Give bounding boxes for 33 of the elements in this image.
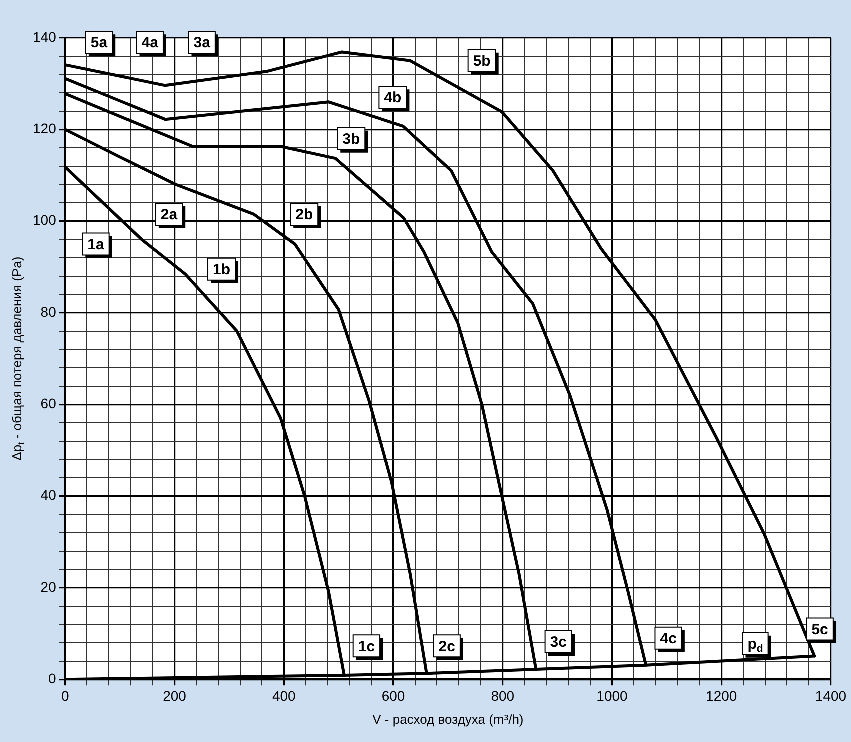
annotation: 4c <box>660 630 677 648</box>
annotation: 2a <box>160 206 178 224</box>
annotation: 5b <box>473 53 491 70</box>
x-tick-label: 400 <box>272 688 296 704</box>
x-tick-label: 1000 <box>596 688 628 704</box>
x-tick-label: 1400 <box>815 688 847 704</box>
y-tick-label: 140 <box>33 28 57 45</box>
annotation: 3b <box>342 130 360 148</box>
x-tick-label: 600 <box>382 688 406 704</box>
y-axis-title: Δpt - общая потеря давления (Pa) <box>10 256 26 461</box>
y-tick-label: 60 <box>40 395 57 412</box>
x-tick-label: 1200 <box>706 688 738 704</box>
annotation: 5a <box>90 34 108 52</box>
y-tick-label: 20 <box>40 578 57 595</box>
y-tick-label: 120 <box>33 120 57 137</box>
y-tick-label: 100 <box>33 212 57 228</box>
annotation: 1b <box>213 262 231 279</box>
annotation: 4a <box>142 34 160 52</box>
annotation: 3a <box>194 34 212 52</box>
x-axis-title: V - расход воздуха (m³/h) <box>372 712 524 727</box>
annotation: 5c <box>812 621 828 638</box>
annotation: 1c <box>358 638 376 656</box>
x-tick-label: 200 <box>163 688 187 704</box>
x-tick-label: 0 <box>61 688 70 704</box>
annotation: 3c <box>550 634 567 652</box>
annotation: 1a <box>88 236 105 254</box>
y-tick-label: 80 <box>40 304 57 320</box>
annotation: 2b <box>296 206 314 224</box>
x-tick-label: 800 <box>491 688 515 704</box>
y-tick-label: 0 <box>48 670 57 686</box>
annotation: 4b <box>384 90 402 107</box>
y-tick-label: 40 <box>40 487 57 504</box>
annotation: 2c <box>438 638 456 656</box>
